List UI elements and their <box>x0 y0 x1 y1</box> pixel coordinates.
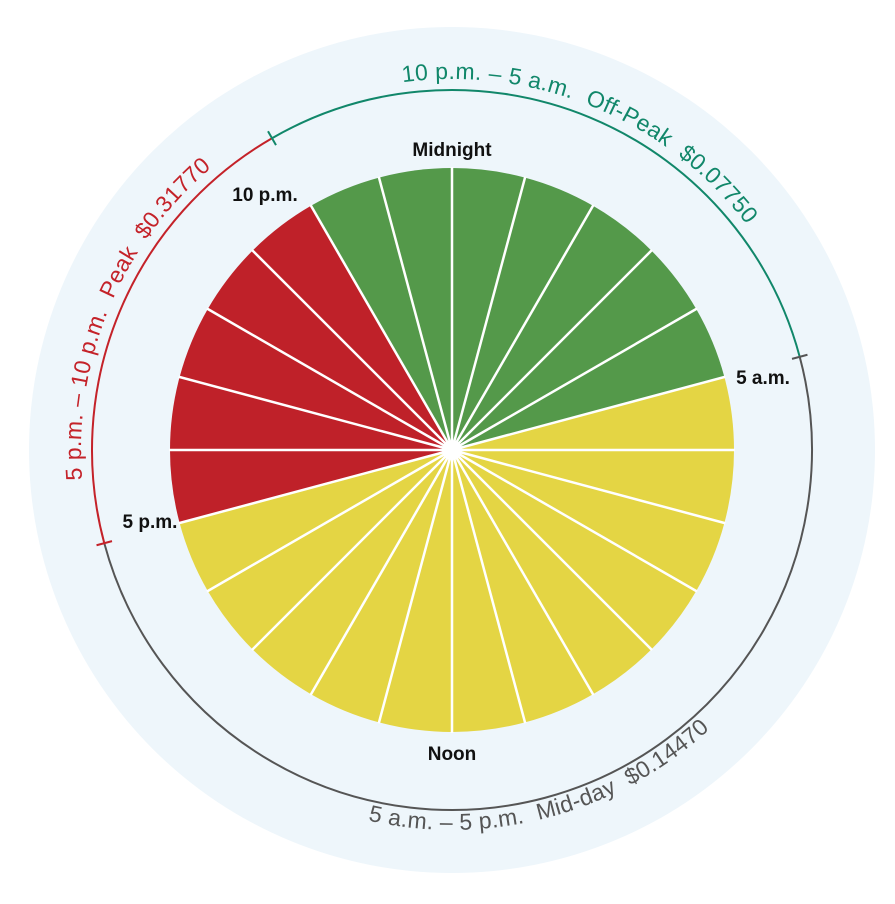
hour-dividers <box>169 167 735 733</box>
hour-divider-13 <box>377 449 454 724</box>
hour-wedge-7 <box>452 450 725 591</box>
hour-wedge-13 <box>311 450 452 723</box>
period-arcs <box>91 89 813 811</box>
hour-divider-15 <box>251 449 453 651</box>
label-5am: 5 a.m. <box>736 368 790 389</box>
hour-wedge-1 <box>452 177 593 450</box>
hour-divider-7 <box>451 448 726 525</box>
midday-arc <box>103 356 813 811</box>
hour-wedge-14 <box>252 450 452 695</box>
hour-wedge-8 <box>452 450 697 650</box>
hour-divider-1 <box>450 176 527 451</box>
peak-start-tick <box>96 540 113 547</box>
label-5pm: 5 p.m. <box>123 512 178 533</box>
hour-wedge-19 <box>179 309 452 450</box>
hour-divider-9 <box>451 449 653 651</box>
hour-divider-23 <box>377 176 454 451</box>
hour-wedge-21 <box>252 205 452 450</box>
hour-divider-17 <box>178 448 453 525</box>
hour-divider-11 <box>450 449 527 724</box>
offpeak-arc <box>271 89 801 358</box>
hour-wedge-9 <box>452 450 652 695</box>
hour-divider-5 <box>451 375 726 452</box>
hour-divider-3 <box>451 249 653 451</box>
hour-divider-22 <box>309 204 454 451</box>
hour-wedge-10 <box>452 450 593 723</box>
hour-divider-10 <box>450 449 595 696</box>
hour-divider-19 <box>178 375 453 452</box>
period-boundary-ticks <box>96 130 808 547</box>
hour-wedge-15 <box>207 450 452 650</box>
offpeak-start-tick <box>267 130 277 146</box>
hour-divider-21 <box>251 249 453 451</box>
hour-wedge-4 <box>452 309 725 450</box>
hour-wedge-16 <box>179 450 452 591</box>
hour-divider-20 <box>206 307 453 452</box>
hour-divider-4 <box>451 307 698 452</box>
label-10pm: 10 p.m. <box>232 185 297 206</box>
hour-divider-8 <box>451 448 698 593</box>
hour-divider-16 <box>206 448 453 593</box>
peak-arc <box>91 137 273 544</box>
label-noon: Noon <box>428 744 477 765</box>
hour-divider-14 <box>309 449 454 696</box>
midday-start-tick <box>791 353 808 360</box>
hour-wedge-3 <box>452 250 697 450</box>
hour-wedge-2 <box>452 205 652 450</box>
label-midnight: Midnight <box>412 140 492 161</box>
hour-wedge-20 <box>207 250 452 450</box>
center-dot <box>442 440 462 460</box>
hour-wedge-22 <box>311 177 452 450</box>
hour-divider-2 <box>450 204 595 451</box>
